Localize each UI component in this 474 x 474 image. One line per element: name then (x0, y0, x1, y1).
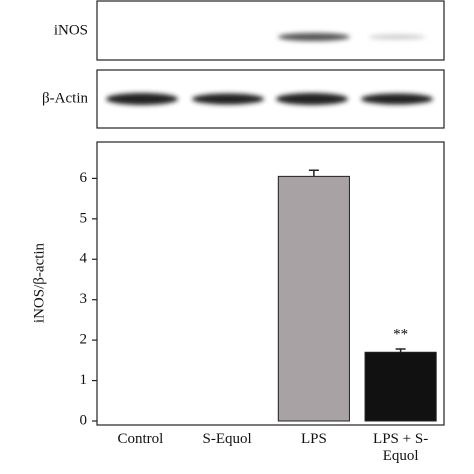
y-tick-label: 4 (80, 251, 88, 267)
y-tick-label: 2 (80, 332, 88, 348)
x-tick-label-box: LPS + S-Equol (373, 431, 429, 464)
y-tick-label: 3 (80, 291, 88, 307)
x-tick-label: Control (117, 431, 164, 447)
plot-frame (96, 141, 445, 426)
blot-band (192, 93, 264, 105)
error-bar (395, 348, 406, 353)
y-axis-label: iNOS/β-actin (31, 242, 47, 323)
bar (277, 175, 350, 422)
blot-band (361, 93, 433, 105)
x-tick-label-box: S-Equol (202, 431, 252, 447)
blot-band (369, 34, 425, 40)
x-tick-label: S-Equol (202, 431, 252, 447)
error-bar (308, 169, 319, 177)
blot-label: β-Actin (42, 90, 88, 106)
x-tick-label: LPS + S-Equol (373, 431, 429, 464)
blot-panel (96, 0, 445, 61)
blot-band (278, 33, 350, 41)
annotation: ** (393, 326, 408, 342)
blot-band (276, 93, 348, 105)
y-tick-label: 5 (80, 210, 88, 226)
y-tick-label: 0 (80, 412, 88, 428)
y-tick-label: 1 (80, 372, 88, 388)
x-tick-label-box: Control (117, 431, 164, 447)
blot-label: iNOS (54, 22, 88, 38)
y-tick-label: 6 (80, 170, 88, 186)
x-tick-label: LPS (300, 431, 327, 447)
blot-band (106, 93, 178, 105)
bar (364, 351, 437, 422)
x-tick-label-box: LPS (300, 431, 327, 447)
